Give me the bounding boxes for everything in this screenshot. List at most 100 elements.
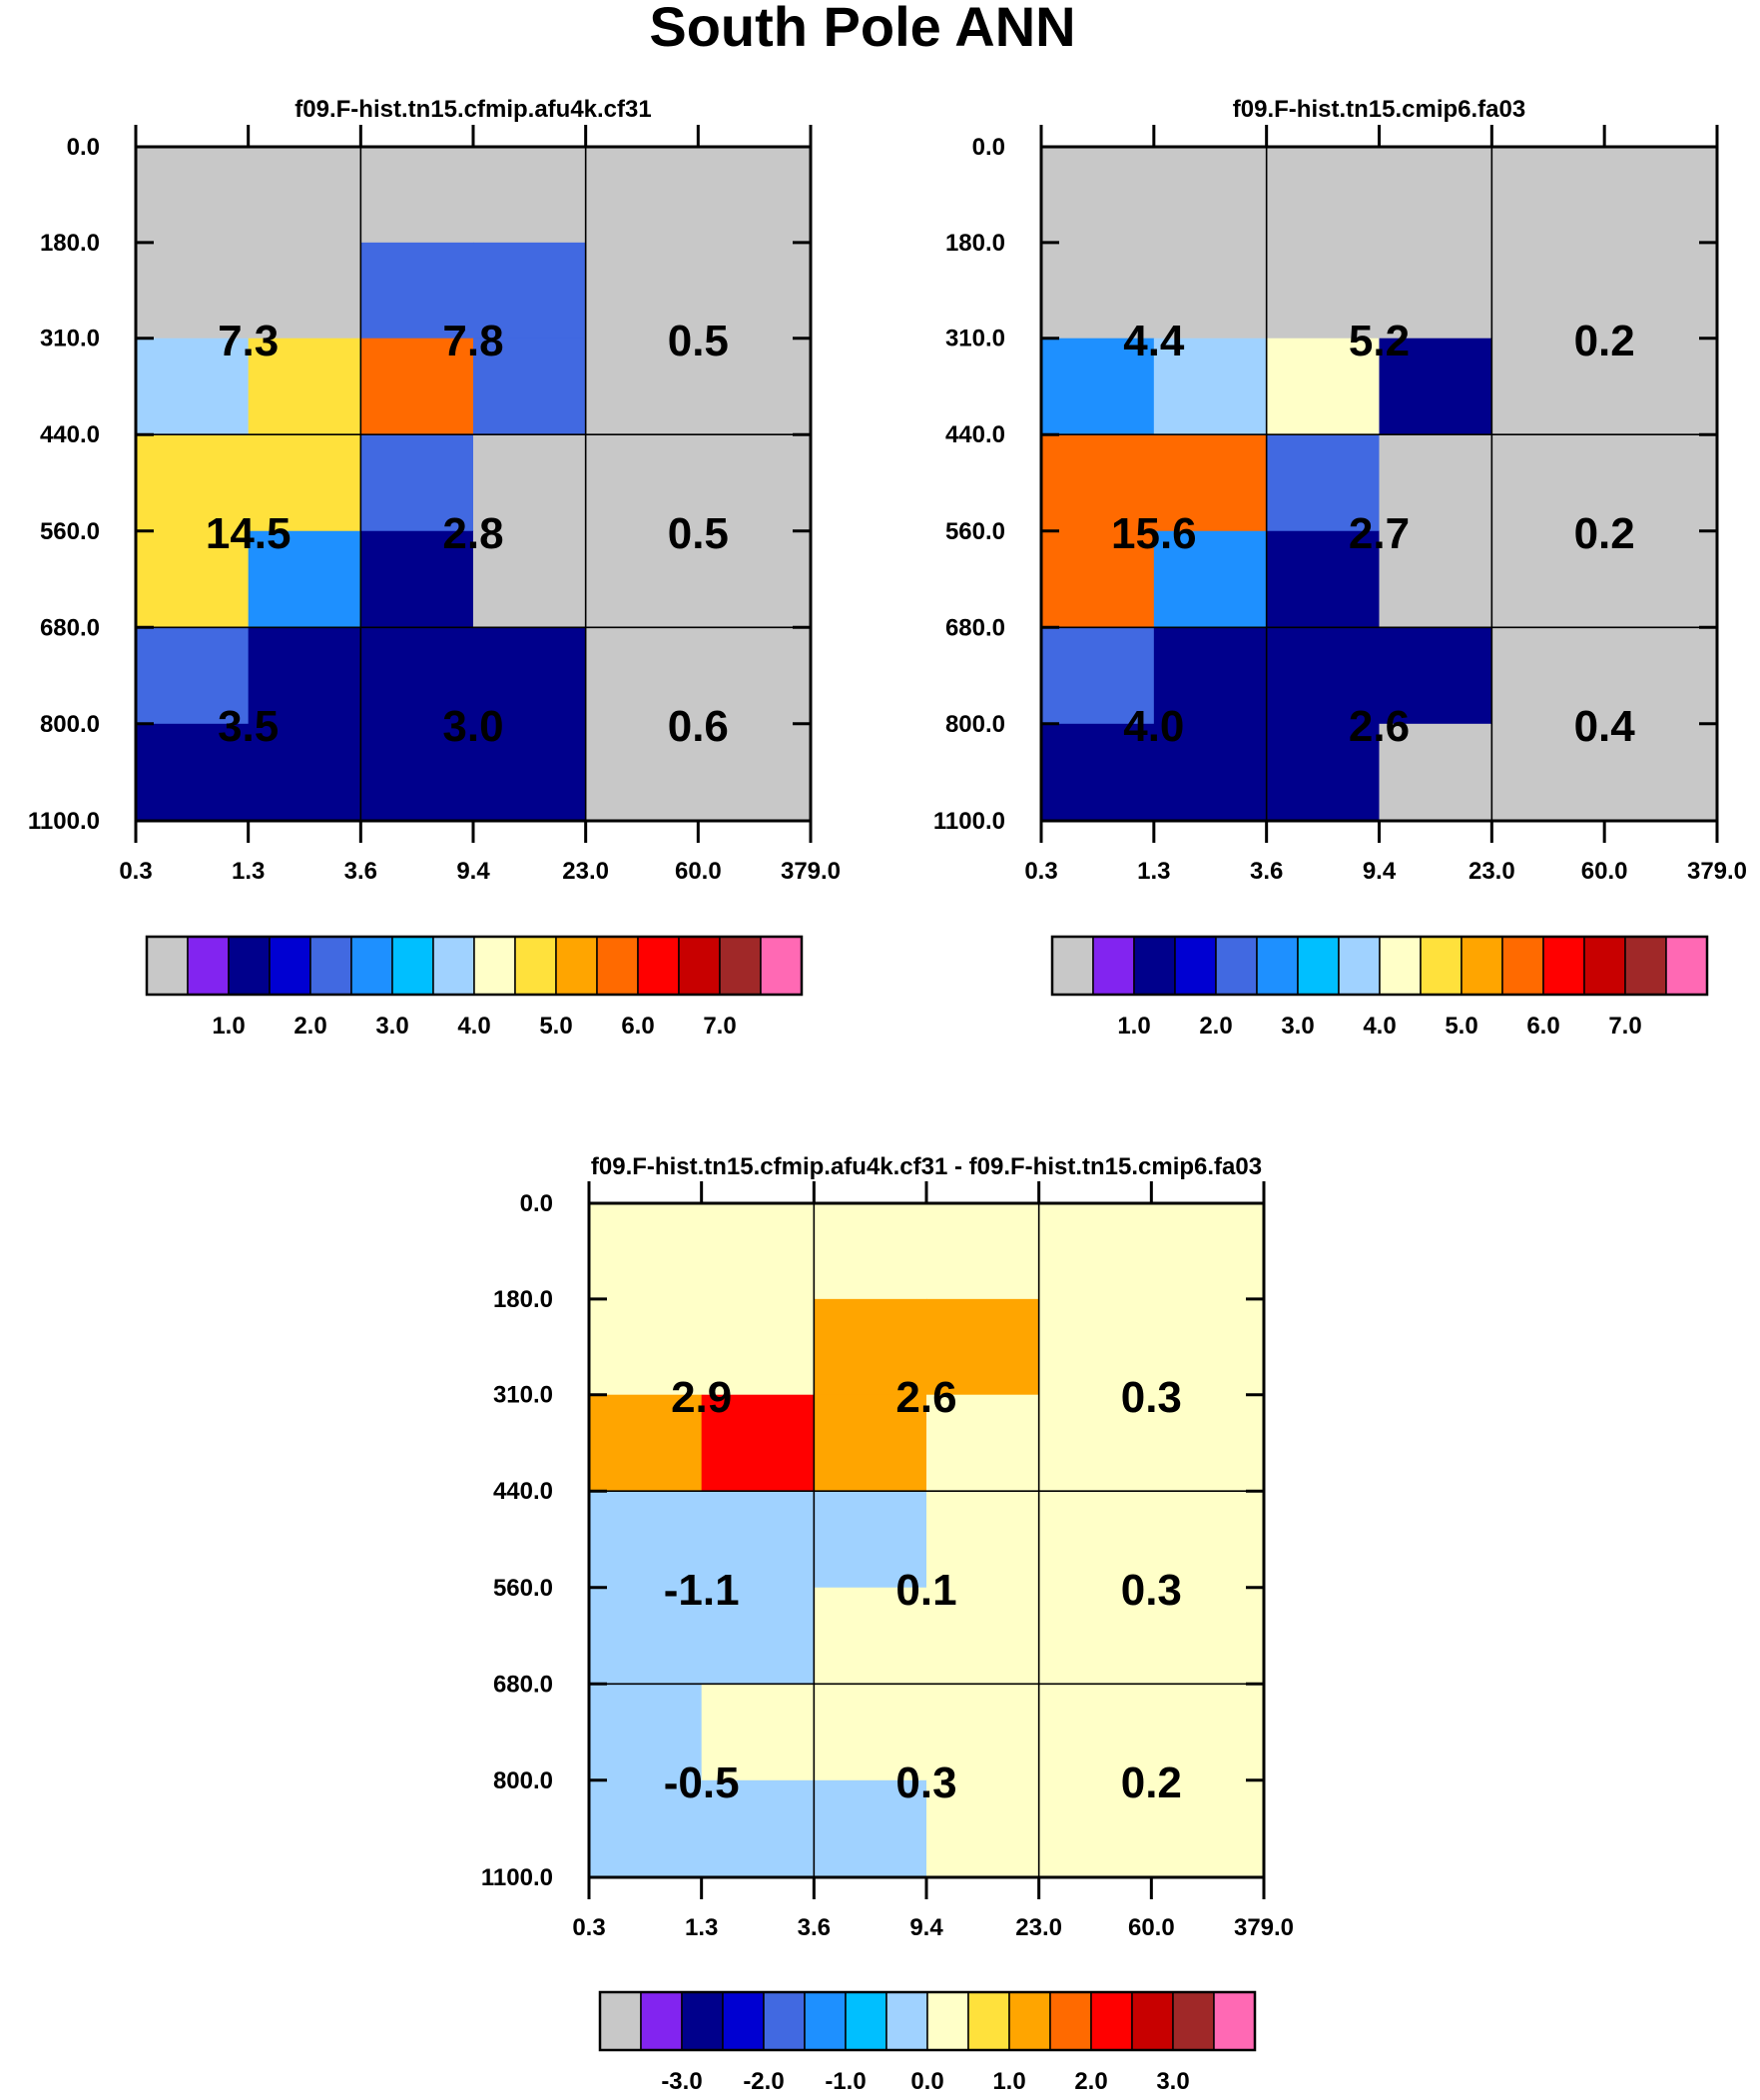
heatmap-cell bbox=[1266, 723, 1380, 822]
y-tick-label: 180.0 bbox=[40, 230, 100, 257]
colorbar-swatch bbox=[1338, 936, 1381, 996]
box-value-label: 0.5 bbox=[668, 509, 729, 558]
box-value-label: 2.8 bbox=[442, 509, 503, 558]
heatmap-cell bbox=[589, 1779, 703, 1878]
heatmap-cell bbox=[1379, 147, 1492, 244]
heatmap-cell bbox=[1041, 147, 1155, 244]
y-tick-label: 0.0 bbox=[67, 134, 100, 161]
heatmap-cell bbox=[1153, 530, 1268, 628]
heatmap-cell bbox=[1151, 1394, 1265, 1492]
colorbar-swatch bbox=[637, 936, 680, 996]
heatmap-cell bbox=[926, 1779, 1040, 1878]
heatmap-cell bbox=[248, 627, 361, 725]
heatmap-cell bbox=[473, 242, 587, 340]
heatmap-cell bbox=[1266, 242, 1380, 340]
colorbar-swatch bbox=[309, 936, 352, 996]
heatmap-cell bbox=[1153, 147, 1268, 244]
colorbar-swatch bbox=[1461, 936, 1503, 996]
heatmap-panel-3: f09.F-hist.tn15.cfmip.afu4k.cf31 - f09.F… bbox=[481, 1153, 1294, 2095]
y-tick-label: 440.0 bbox=[945, 421, 1005, 448]
heatmap-cell bbox=[1491, 530, 1605, 628]
y-tick-label: 0.0 bbox=[972, 134, 1005, 161]
colorbar-frame bbox=[598, 1990, 1257, 2052]
colorbar-swatch bbox=[146, 936, 189, 996]
heatmap-cell bbox=[589, 1587, 703, 1685]
heatmap-cell bbox=[1491, 434, 1605, 532]
heatmap-cell bbox=[1266, 338, 1380, 435]
box-value-label: 4.4 bbox=[1123, 317, 1185, 365]
box-value-label: -1.1 bbox=[664, 1566, 740, 1615]
heatmap-cell bbox=[248, 338, 361, 435]
colorbar-swatch bbox=[760, 936, 803, 996]
x-tick-label: 9.4 bbox=[1363, 858, 1397, 885]
box-value-label: 3.0 bbox=[442, 702, 503, 751]
heatmap-cell bbox=[585, 627, 699, 725]
heatmap-cell bbox=[1491, 338, 1605, 435]
heatmap-cell bbox=[1151, 1587, 1265, 1685]
colorbar-swatch bbox=[678, 936, 721, 996]
colorbar-label: 3.0 bbox=[1156, 2068, 1189, 2095]
heatmap-panel-1: f09.F-hist.tn15.cfmip.afu4k.cf31 0.0 180.0… bbox=[28, 96, 841, 1040]
heatmap-cell bbox=[698, 147, 812, 244]
box-value-label: 0.1 bbox=[895, 1566, 956, 1615]
colorbar-swatch bbox=[722, 1991, 765, 2051]
colorbar-swatch bbox=[1215, 936, 1258, 996]
heatmap-cell bbox=[1038, 1779, 1152, 1878]
y-tick-label: 310.0 bbox=[493, 1382, 553, 1409]
heatmap-cell bbox=[814, 1298, 927, 1396]
colorbar-swatch bbox=[514, 936, 557, 996]
x-tick-label: 379.0 bbox=[1687, 858, 1747, 885]
y-tick-label: 560.0 bbox=[945, 518, 1005, 545]
heatmap-cell bbox=[1604, 627, 1718, 725]
heatmap-cell bbox=[1153, 434, 1268, 532]
heatmap-cell bbox=[1604, 723, 1718, 822]
heatmap-cell bbox=[589, 1491, 703, 1589]
colorbar-swatch bbox=[228, 936, 271, 996]
colorbar-label: 5.0 bbox=[1445, 1013, 1477, 1040]
heatmap-cell bbox=[360, 338, 474, 435]
x-tick-label: 3.6 bbox=[344, 858, 377, 885]
colorbar-label: 5.0 bbox=[539, 1013, 572, 1040]
heatmap-cell bbox=[701, 1491, 815, 1589]
colorbar-swatch bbox=[555, 936, 598, 996]
colorbar-swatch bbox=[1624, 936, 1667, 996]
heatmap-cell bbox=[1379, 338, 1492, 435]
colorbar-swatch bbox=[719, 936, 762, 996]
heatmap-cell bbox=[360, 530, 474, 628]
box-value-label: 3.5 bbox=[218, 702, 279, 751]
heatmap-cell bbox=[360, 242, 474, 340]
heatmap-cell bbox=[1266, 530, 1380, 628]
heatmap-cell bbox=[473, 530, 587, 628]
y-tick-label: 800.0 bbox=[40, 711, 100, 738]
heatmap-cell bbox=[585, 147, 699, 244]
heatmap-cell bbox=[1379, 627, 1492, 725]
heatmap-cell bbox=[1151, 1298, 1265, 1396]
heatmap-cell bbox=[1604, 338, 1718, 435]
box-value-label: -0.5 bbox=[664, 1758, 740, 1807]
colorbar-swatch bbox=[1256, 936, 1299, 996]
colorbar-label: 3.0 bbox=[1281, 1013, 1314, 1040]
colorbar-label: 6.0 bbox=[1526, 1013, 1559, 1040]
colorbar-swatch bbox=[967, 1991, 1010, 2051]
heatmap-cell bbox=[248, 723, 361, 822]
heatmap-cell bbox=[1379, 434, 1492, 532]
box-value-label: 0.3 bbox=[895, 1758, 956, 1807]
colorbar-swatch bbox=[804, 1991, 847, 2051]
colorbar-frame bbox=[1050, 935, 1709, 997]
heatmap-cell bbox=[589, 1394, 703, 1492]
colorbar-label: 4.0 bbox=[1363, 1013, 1396, 1040]
box-value-label: 2.6 bbox=[895, 1373, 956, 1422]
colorbar-label: 7.0 bbox=[703, 1013, 736, 1040]
heatmap-cell bbox=[248, 434, 361, 532]
colorbar-swatch bbox=[640, 1991, 683, 2051]
y-tick-label: 1100.0 bbox=[481, 1864, 553, 1891]
heatmap-cell bbox=[698, 723, 812, 822]
heatmap-cell bbox=[698, 338, 812, 435]
heatmap-cell bbox=[1041, 434, 1155, 532]
colorbar-swatch bbox=[1092, 936, 1135, 996]
colorbar-swatch bbox=[763, 1991, 806, 2051]
colorbar-label: 2.0 bbox=[293, 1013, 326, 1040]
y-tick-label: 310.0 bbox=[40, 326, 100, 352]
heatmap-cell bbox=[698, 434, 812, 532]
heatmap-cell bbox=[1491, 627, 1605, 725]
